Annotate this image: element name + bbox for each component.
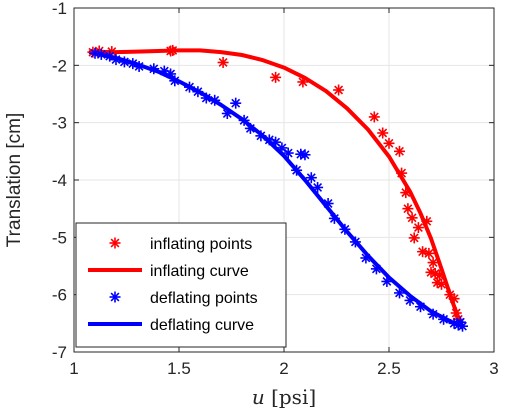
x-tick-label: 1 <box>69 359 78 378</box>
deflating-point <box>169 75 181 87</box>
x-axis-variable: u <box>252 385 265 409</box>
inflating-point <box>217 56 229 68</box>
inflating-point <box>448 293 460 305</box>
deflating-point <box>200 92 212 104</box>
inflating-point <box>406 212 418 224</box>
deflating-point <box>192 86 204 98</box>
inflating-point <box>297 76 309 88</box>
deflating-point <box>133 60 145 72</box>
y-tick-label: -7 <box>52 343 67 362</box>
inflating-point <box>377 127 389 139</box>
deflating-point <box>438 313 450 325</box>
deflating-point <box>118 56 130 68</box>
x-axis-unit: [psi] <box>271 385 316 409</box>
deflating-point <box>370 263 382 275</box>
legend-marker <box>109 237 121 249</box>
deflating-point <box>255 130 267 142</box>
x-tick-label: 2.5 <box>377 359 401 378</box>
inflating-point <box>433 269 445 281</box>
inflating-point <box>396 167 408 179</box>
deflating-point <box>95 48 107 60</box>
x-tick-label: 3 <box>489 359 498 378</box>
deflating-point <box>339 223 351 235</box>
deflating-point <box>322 198 334 210</box>
x-tick-label: 2 <box>279 359 288 378</box>
y-tick-label: -3 <box>52 114 67 133</box>
markers <box>87 44 468 332</box>
deflating-point <box>427 308 439 320</box>
y-tick-label: -5 <box>52 228 67 247</box>
deflating-point <box>209 94 221 106</box>
inflating-point <box>436 278 447 290</box>
inflating-point <box>427 257 439 269</box>
x-axis-label: u [psi] <box>252 385 316 409</box>
legend-label-deflating-curve: deflating curve <box>150 317 254 334</box>
inflating-point <box>270 71 282 83</box>
deflating-point <box>110 54 122 66</box>
inflating-point <box>400 187 412 199</box>
deflating-point <box>244 122 256 134</box>
deflating-point <box>184 81 195 93</box>
deflating-point <box>282 147 294 159</box>
deflating-point <box>394 287 405 299</box>
inflating-point <box>167 44 179 56</box>
deflating-point <box>305 172 317 184</box>
legend-symbol-inflating-points <box>109 237 121 249</box>
inflating-point <box>333 84 345 96</box>
inflating-point <box>394 145 405 157</box>
deflating-point <box>415 301 426 313</box>
legend-item-inflating-points: inflating points <box>109 236 252 253</box>
y-tick-label: -2 <box>52 56 67 75</box>
legend-label-inflating-curve: inflating curve <box>150 263 249 280</box>
y-tick-label: -6 <box>52 286 67 305</box>
inflating-point <box>450 307 462 319</box>
inflating-point <box>421 215 433 227</box>
inflating-point <box>408 232 420 244</box>
deflating-point <box>291 164 303 176</box>
deflating-point <box>349 236 361 248</box>
y-tick-label: -1 <box>52 0 67 18</box>
deflating-point <box>299 149 311 161</box>
deflating-point <box>221 107 233 119</box>
deflating-point <box>230 97 242 109</box>
legend-label-inflating-points: inflating points <box>150 236 252 253</box>
x-tick-label: 1.5 <box>167 359 191 378</box>
deflating-point <box>381 275 393 287</box>
legend-item-inflating-curve: inflating curve <box>88 263 249 280</box>
deflating-point <box>360 252 372 264</box>
deflating-point <box>165 68 177 80</box>
deflating-point <box>457 320 468 332</box>
deflating-point <box>404 294 416 306</box>
legend-item-deflating-curve: deflating curve <box>88 317 254 334</box>
legend-label-deflating-points: deflating points <box>150 290 258 307</box>
legend-marker <box>109 291 121 303</box>
deflating-point <box>148 63 160 75</box>
y-tick-label: -4 <box>52 171 67 190</box>
deflating-point <box>328 212 340 224</box>
legend-item-deflating-points: deflating points <box>109 290 258 307</box>
tick-labels: 1 1.5 2 2.5 3 -1 -2 -3 -4 -5 -6 -7 <box>52 0 499 378</box>
y-axis-label: Translation [cm] <box>4 113 25 247</box>
inflating-point <box>417 246 429 258</box>
deflating-point <box>238 114 250 126</box>
inflating-point <box>412 222 424 234</box>
legend: inflating points inflating curve deflati… <box>75 222 287 348</box>
inflating-point <box>368 111 380 123</box>
inflating-point <box>383 137 395 149</box>
legend-symbol-deflating-points <box>109 291 121 303</box>
deflating-point <box>312 181 324 193</box>
inflating-point <box>402 203 414 215</box>
deflating-point <box>276 142 288 154</box>
ticks <box>73 7 495 353</box>
inflating-point <box>423 247 435 259</box>
